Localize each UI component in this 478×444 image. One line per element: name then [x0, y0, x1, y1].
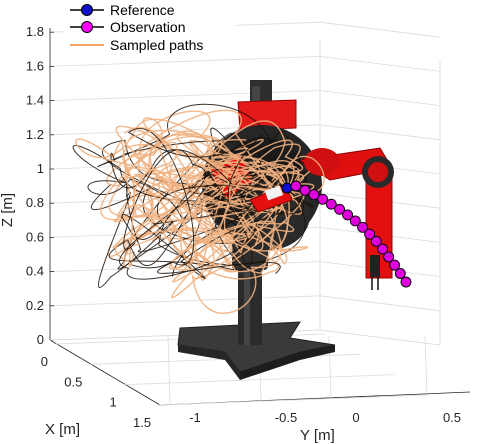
sampled-path: [97, 103, 289, 191]
legend-label-reference: Reference: [110, 2, 175, 18]
sampled-path: [159, 120, 289, 227]
z-tick-1.8: 1.8: [26, 24, 44, 39]
x-tick-labels: 0 0.5 1 1.5: [41, 354, 151, 430]
robot-base: [177, 240, 336, 380]
z-tick-labels: 0 0.2 0.4 0.6 0.8 1 1.2 1.4 1.6 1.8: [26, 24, 44, 347]
observation-point: [377, 243, 389, 255]
observation-point: [325, 198, 337, 210]
legend-label-observation: Observation: [110, 19, 185, 35]
x-axis-label: X [m]: [45, 421, 80, 438]
z-tick-0.2: 0.2: [26, 298, 44, 313]
sampled-path: [114, 143, 301, 268]
sampled-path: [124, 161, 300, 280]
legend-entry-observation: Observation: [70, 19, 185, 35]
z-tick-1.4: 1.4: [26, 93, 44, 108]
y-tick-0.5: 0.5: [443, 410, 461, 425]
observation-legend-marker: [81, 21, 93, 33]
x-tick-1: 1: [110, 395, 117, 410]
reference-point: [281, 182, 293, 194]
robot-left-arm: [249, 184, 293, 213]
observation-point: [290, 180, 302, 192]
legend-entry-sampled-paths: Sampled paths: [70, 37, 203, 53]
x-tick-0.5: 0.5: [64, 374, 82, 389]
observation-point: [370, 235, 382, 247]
observation-point: [342, 209, 354, 221]
sampled-path: [114, 146, 310, 273]
sampled-path: [119, 149, 314, 280]
z-tick-0.6: 0.6: [26, 229, 44, 244]
reference-legend-marker: [81, 4, 93, 16]
observation-point: [357, 221, 369, 233]
x-tick-0: 0: [41, 354, 48, 369]
legend-label-sampled-paths: Sampled paths: [110, 37, 203, 53]
z-tick-1: 1: [37, 161, 44, 176]
observation-point: [400, 276, 412, 288]
y-tick--0.5: -0.5: [275, 410, 297, 425]
sampled-path: [127, 128, 288, 274]
observation-point: [334, 203, 346, 215]
sampled-path: [128, 129, 288, 252]
z-tick-1.6: 1.6: [26, 58, 44, 73]
observation-point: [383, 251, 395, 263]
z-tick-0.8: 0.8: [26, 195, 44, 210]
observation-point: [349, 215, 361, 227]
y-axis-label: Y [m]: [300, 427, 335, 444]
sampled-path: [172, 139, 304, 283]
observation-point: [308, 189, 320, 201]
x-axis-line: [49, 339, 161, 406]
sampled-path: [115, 125, 303, 281]
z-tick-0: 0: [37, 332, 44, 347]
y-tick--1: -1: [189, 410, 201, 425]
y-tick-0: 0: [352, 410, 359, 425]
sampled-path: [171, 189, 290, 299]
x-tick-1.5: 1.5: [133, 415, 151, 430]
legend: Reference Observation Sampled paths: [64, 0, 236, 56]
robot-arm: [298, 147, 394, 290]
sampled-paths: [72, 103, 325, 314]
observation-point: [317, 193, 329, 205]
observation-point: [299, 184, 311, 196]
observation-point: [364, 228, 376, 240]
observation-point: [394, 268, 406, 279]
observation-points: [290, 180, 412, 288]
z-tick-0.4: 0.4: [26, 264, 44, 279]
y-tick-labels: -1 -0.5 0 0.5: [189, 410, 461, 425]
z-tick-1.2: 1.2: [26, 127, 44, 142]
legend-entry-reference: Reference: [70, 2, 175, 18]
observation-point: [389, 259, 401, 271]
z-axis-label: Z [m]: [0, 193, 16, 227]
